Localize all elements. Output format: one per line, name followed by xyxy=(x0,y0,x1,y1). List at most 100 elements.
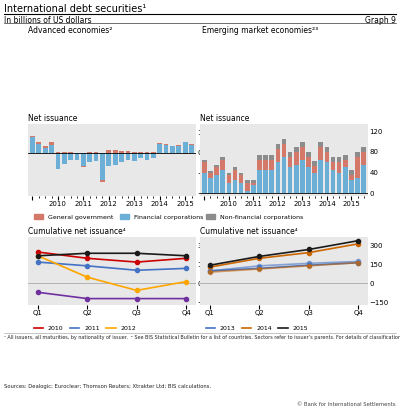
Bar xyxy=(214,175,219,193)
Bar xyxy=(288,152,292,157)
Bar xyxy=(294,147,298,152)
Bar xyxy=(257,160,262,170)
Bar xyxy=(62,153,67,164)
Bar xyxy=(343,160,348,167)
Bar xyxy=(208,178,213,193)
Bar xyxy=(189,145,194,153)
Bar xyxy=(68,152,73,153)
Bar xyxy=(312,166,317,173)
Bar xyxy=(208,173,213,178)
Bar xyxy=(343,154,348,160)
Bar xyxy=(126,151,130,153)
Bar xyxy=(306,167,311,193)
Text: Advanced economies²: Advanced economies² xyxy=(28,26,112,35)
Bar xyxy=(176,145,181,146)
Bar xyxy=(176,146,181,153)
Text: International debt securities¹: International debt securities¹ xyxy=(4,4,146,14)
Bar xyxy=(239,173,243,175)
Bar xyxy=(214,167,219,175)
Bar xyxy=(325,162,329,193)
Text: In billions of US dollars: In billions of US dollars xyxy=(4,16,92,26)
Bar xyxy=(306,157,311,167)
Bar xyxy=(226,183,231,193)
Bar xyxy=(343,167,348,193)
Bar xyxy=(337,157,342,162)
Bar xyxy=(312,161,317,166)
Bar xyxy=(257,170,262,193)
Bar xyxy=(276,162,280,193)
Bar xyxy=(294,152,298,165)
Bar xyxy=(106,153,111,166)
Bar xyxy=(325,152,329,162)
Text: Cumulative net issuance⁴: Cumulative net issuance⁴ xyxy=(28,227,126,236)
Bar xyxy=(68,153,73,160)
Bar xyxy=(220,160,225,170)
Bar xyxy=(239,175,243,183)
Bar xyxy=(239,183,243,193)
Bar xyxy=(132,153,137,161)
Bar xyxy=(208,171,213,173)
Bar xyxy=(331,157,335,162)
Bar xyxy=(306,152,311,157)
Bar xyxy=(349,175,354,180)
Bar xyxy=(202,162,206,173)
Bar xyxy=(337,173,342,193)
Text: Cumulative net issuance⁴: Cumulative net issuance⁴ xyxy=(200,227,298,236)
Bar xyxy=(263,154,268,160)
Bar xyxy=(49,142,54,145)
Bar xyxy=(282,139,286,144)
Bar xyxy=(138,152,143,153)
Bar xyxy=(87,153,92,162)
Bar xyxy=(318,142,323,147)
Text: Sources: Dealogic; Euroclear; Thomson Reuters; Xtrakter Ltd; BIS calculations.: Sources: Dealogic; Euroclear; Thomson Re… xyxy=(4,384,211,389)
Bar xyxy=(56,153,60,169)
Bar xyxy=(331,162,335,170)
Bar xyxy=(75,153,79,160)
Bar xyxy=(233,170,237,180)
Bar xyxy=(132,152,137,153)
Bar xyxy=(220,170,225,193)
Bar xyxy=(355,178,360,193)
Bar xyxy=(233,180,237,193)
Bar xyxy=(170,146,175,153)
Bar xyxy=(263,170,268,193)
Bar xyxy=(49,145,54,153)
Bar xyxy=(106,150,111,153)
Bar xyxy=(349,180,354,193)
Bar xyxy=(43,146,48,147)
Bar xyxy=(245,183,250,190)
Bar xyxy=(300,147,305,160)
Bar xyxy=(257,154,262,160)
Bar xyxy=(157,143,162,144)
Bar xyxy=(245,180,250,183)
Bar xyxy=(100,180,105,182)
Bar xyxy=(251,185,256,193)
Bar xyxy=(220,157,225,160)
Legend: 2013, 2014, 2015: 2013, 2014, 2015 xyxy=(203,323,311,334)
Text: ¹ All issuers, all maturities, by nationality of issuer.  ² See BIS Statistical : ¹ All issuers, all maturities, by nation… xyxy=(4,335,400,339)
Bar xyxy=(294,165,298,193)
Bar xyxy=(282,144,286,157)
Bar xyxy=(245,190,250,193)
Bar xyxy=(151,153,156,158)
Bar xyxy=(183,153,188,154)
Bar xyxy=(312,173,317,193)
Bar xyxy=(81,166,86,167)
Bar xyxy=(251,183,256,185)
Legend: General government, Financial corporations: General government, Financial corporatio… xyxy=(31,212,206,222)
Bar xyxy=(337,162,342,173)
Bar xyxy=(263,160,268,170)
Bar xyxy=(119,151,124,153)
Bar xyxy=(349,170,354,175)
Bar xyxy=(362,152,366,165)
Bar xyxy=(113,153,118,165)
Bar xyxy=(164,145,168,153)
Bar xyxy=(151,152,156,153)
Bar xyxy=(325,147,329,152)
Bar xyxy=(87,152,92,153)
Text: Graph 9: Graph 9 xyxy=(365,16,396,26)
Bar xyxy=(233,167,237,170)
Legend: 2010, 2011, 2012: 2010, 2011, 2012 xyxy=(31,323,139,334)
Bar xyxy=(30,137,35,153)
Bar xyxy=(113,150,118,153)
